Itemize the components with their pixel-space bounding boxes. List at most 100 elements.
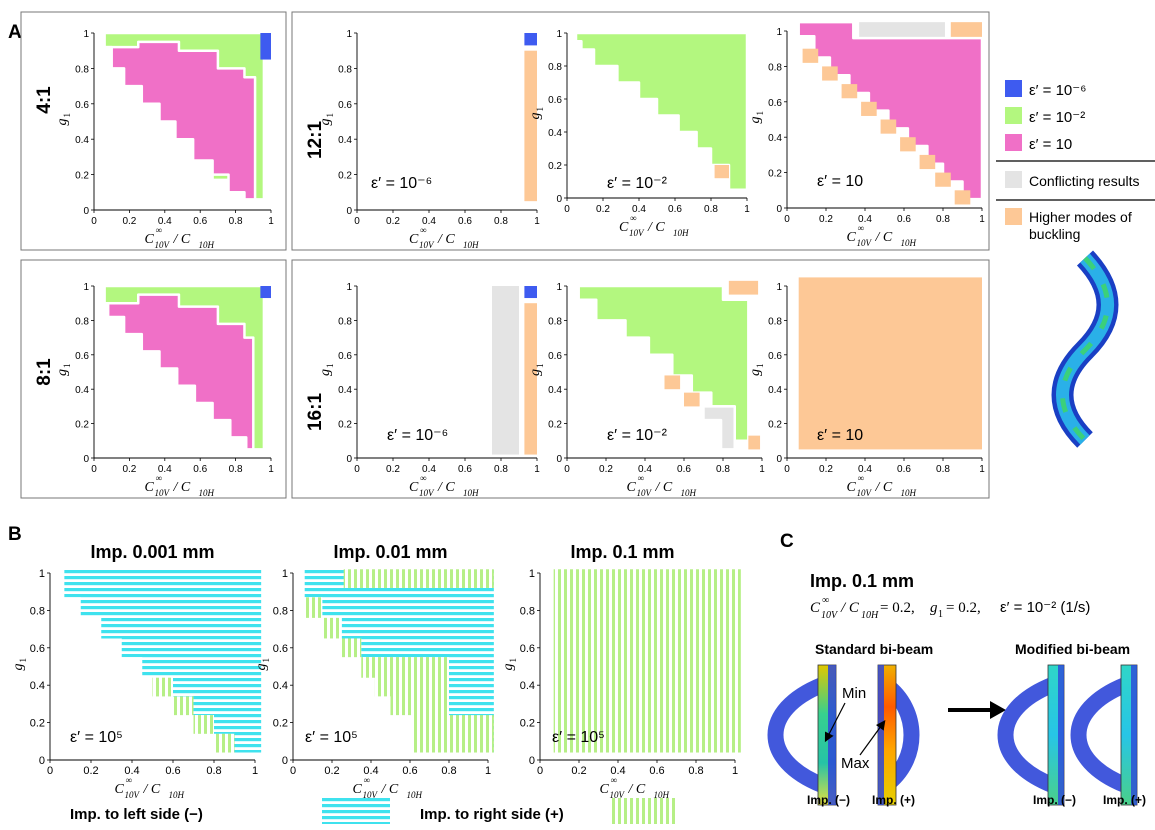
- y-axis-label-g: g: [528, 113, 543, 120]
- y-axis-label-g: g: [748, 369, 763, 376]
- y-tick-label: 0.4: [520, 680, 535, 692]
- region-blue: [524, 286, 537, 299]
- x-tick-label: 1: [759, 464, 765, 475]
- x-axis-label-sub: 10V: [637, 488, 653, 498]
- region-orange-step: [900, 137, 916, 152]
- annotation-A-16:1-a: ε′ = 10⁻⁶: [387, 427, 448, 444]
- x-axis-label-c: C: [409, 232, 419, 247]
- x-axis-label-sub2: 10H: [463, 488, 479, 498]
- x-axis-label-sup: ∞: [156, 225, 162, 235]
- y-tick-label: 0.2: [768, 420, 782, 431]
- legend-b: Imp. to left side (−) Imp. to right side…: [70, 798, 678, 824]
- x-tick-label: 0.2: [122, 216, 136, 227]
- svg-text:g: g: [930, 600, 938, 616]
- x-tick-label: 1: [744, 204, 750, 215]
- panel-label-a: A: [8, 22, 22, 43]
- region-orange-step: [822, 66, 838, 81]
- x-axis-label-sub: 10V: [155, 240, 171, 250]
- y-tick-label: 0.6: [75, 100, 89, 111]
- x-axis-label-c: C: [145, 480, 155, 495]
- y-axis-label-sub: 1: [508, 658, 518, 663]
- x-tick-label: 0.4: [158, 464, 172, 475]
- x-axis-label-sub2: 10H: [199, 240, 215, 250]
- y-tick-label: 0.2: [75, 171, 89, 182]
- legend-label-conflict: Conflicting results: [1029, 173, 1140, 189]
- frame-12to1: [291, 11, 990, 251]
- x-axis-label: C∞ 10V / C 10H: [409, 225, 479, 250]
- region-orange: [524, 303, 537, 455]
- x-tick-label: 0.2: [596, 204, 610, 215]
- y-tick-label: 0.2: [338, 171, 352, 182]
- x-tick-label: 0.8: [716, 464, 730, 475]
- region-orange: [714, 165, 729, 179]
- region-blue: [524, 33, 537, 46]
- region-orange: [798, 277, 982, 450]
- x-tick-label: 0.8: [494, 464, 508, 475]
- region-right: [322, 617, 342, 639]
- x-tick-label: 1: [252, 765, 258, 777]
- region-right: [553, 569, 741, 753]
- region-pink: [103, 40, 257, 201]
- c-title: Imp. 0.1 mm: [810, 571, 914, 591]
- c-max-label: Max: [841, 755, 870, 772]
- ratio-label-12to1: 12:1: [305, 121, 326, 159]
- legend-b-right-swatch: [610, 798, 678, 824]
- region-orange-step: [919, 154, 936, 170]
- x-tick-label: 0.8: [688, 765, 703, 777]
- ratio-label-8to1: 8:1: [34, 358, 55, 386]
- panel-label-c: C: [780, 531, 794, 552]
- x-tick-label: 0.4: [124, 765, 139, 777]
- region-left: [64, 569, 262, 753]
- x-axis-label-sub: 10V: [125, 790, 141, 800]
- x-axis-label-sub: 10V: [857, 488, 873, 498]
- y-tick-label: 1: [776, 282, 782, 293]
- y-axis-label: g1: [55, 364, 72, 377]
- c-cond-g: = 0.2,: [946, 600, 981, 616]
- x-tick-label: 0.6: [165, 765, 180, 777]
- x-axis-label-sup: ∞: [638, 473, 644, 483]
- c-cond-eps: ε′ = 10⁻² (1/s): [1000, 599, 1090, 616]
- mod-beam-minus: [997, 664, 1065, 806]
- x-axis-label-c: C: [847, 480, 857, 495]
- x-axis-label-c: C: [600, 782, 610, 797]
- x-tick-label: 0.6: [649, 765, 664, 777]
- y-axis-label-g: g: [501, 664, 516, 671]
- y-axis-label-sub: 1: [755, 111, 765, 116]
- std-beam-plus: [877, 664, 920, 806]
- y-tick-label: 0.8: [768, 316, 782, 327]
- legend-b-left-swatch: [322, 798, 390, 824]
- y-axis-label-g: g: [55, 119, 70, 126]
- x-tick-label: 0.4: [363, 765, 378, 777]
- x-axis-label: C∞ 10V / C 10H: [145, 473, 215, 498]
- x-tick-label: 0: [290, 765, 296, 777]
- y-axis-label: g1: [501, 658, 518, 671]
- legend-swatch-higher: [1005, 208, 1022, 225]
- y-axis-label-sub: 1: [325, 364, 335, 369]
- region-gray: [702, 405, 736, 451]
- y-axis-label-g: g: [318, 369, 333, 376]
- y-tick-label: 0.8: [520, 605, 535, 617]
- x-tick-label: 0.2: [599, 464, 613, 475]
- y-tick-label: 0: [776, 204, 782, 215]
- y-tick-label: 0.6: [548, 95, 562, 106]
- legend-b-right-label: Imp. to right side (+): [420, 806, 564, 823]
- y-tick-label: 0.6: [30, 643, 45, 655]
- x-axis-label: C∞ 10V / C 10H: [115, 775, 185, 800]
- c-min-arrow: [824, 702, 846, 743]
- y-tick-label: 0.2: [548, 420, 562, 431]
- x-tick-label: 0.2: [324, 765, 339, 777]
- x-tick-label: 1: [979, 464, 985, 475]
- ratio-label-16to1: 16:1: [305, 393, 326, 431]
- x-tick-label: 0.8: [936, 214, 950, 225]
- c-modified-label: Modified bi-beam: [1015, 641, 1130, 657]
- c-conditions: C 10V ∞ / C 10H = 0.2, g 1 = 0.2, ε′ = 1…: [810, 595, 1090, 621]
- c-standard-label: Standard bi-beam: [815, 641, 933, 657]
- x-tick-label: 0: [91, 216, 97, 227]
- c-transform-arrowhead: [990, 701, 1006, 719]
- plot-A-4:1: 0 0.2 0.4 0.6 0.8 1 0 0.2 0.4 0.6 0.8 1 C∞ 10V / C 10H…: [55, 29, 274, 250]
- y-tick-label: 1: [556, 282, 562, 293]
- annotation-A-12:1-c: ε′ = 10: [817, 173, 863, 190]
- y-tick-label: 0.6: [75, 351, 89, 362]
- y-axis-label: g1: [748, 111, 765, 124]
